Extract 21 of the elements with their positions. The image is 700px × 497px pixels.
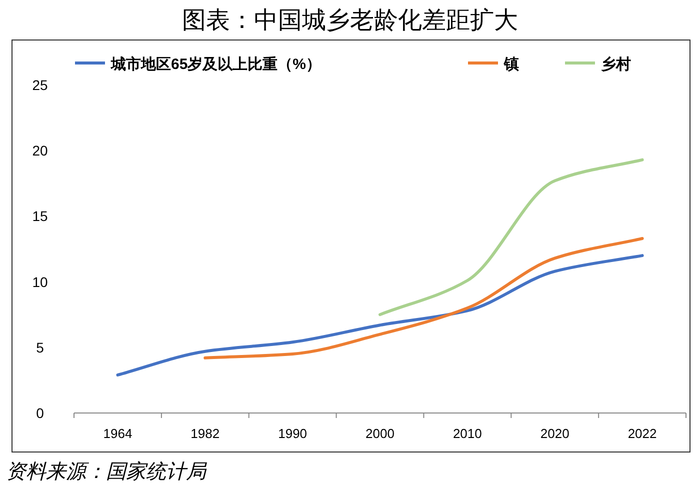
text: 资料来源：国家统计局 [6,461,208,483]
line-series [378,158,644,316]
x-tick-label: 2010 [452,426,482,441]
y-tick-label: 25 [32,77,48,93]
x-tick-label: 2020 [540,426,570,441]
x-tick-label: 1990 [278,426,308,441]
y-tick-label: 0 [36,405,44,421]
legend-label: 乡村 [601,56,631,73]
chart-title: 图表：中国城乡老龄化差距扩大 [182,7,518,34]
y-tick-label: 15 [32,208,48,224]
y-tick-label: 20 [32,142,48,159]
x-tick-label: 1964 [103,426,132,441]
line-series [116,254,644,376]
line-series [204,237,644,360]
x-tick-label: 2022 [628,426,657,441]
x-tick-label: 2000 [366,426,394,441]
y-tick-label: 5 [36,339,44,356]
legend-label: 镇 [503,56,519,73]
y-tick-label: 10 [32,274,48,290]
legend-label: 城市地区65岁及以上比重（%） [110,55,322,73]
x-tick-label: 1982 [190,426,220,441]
